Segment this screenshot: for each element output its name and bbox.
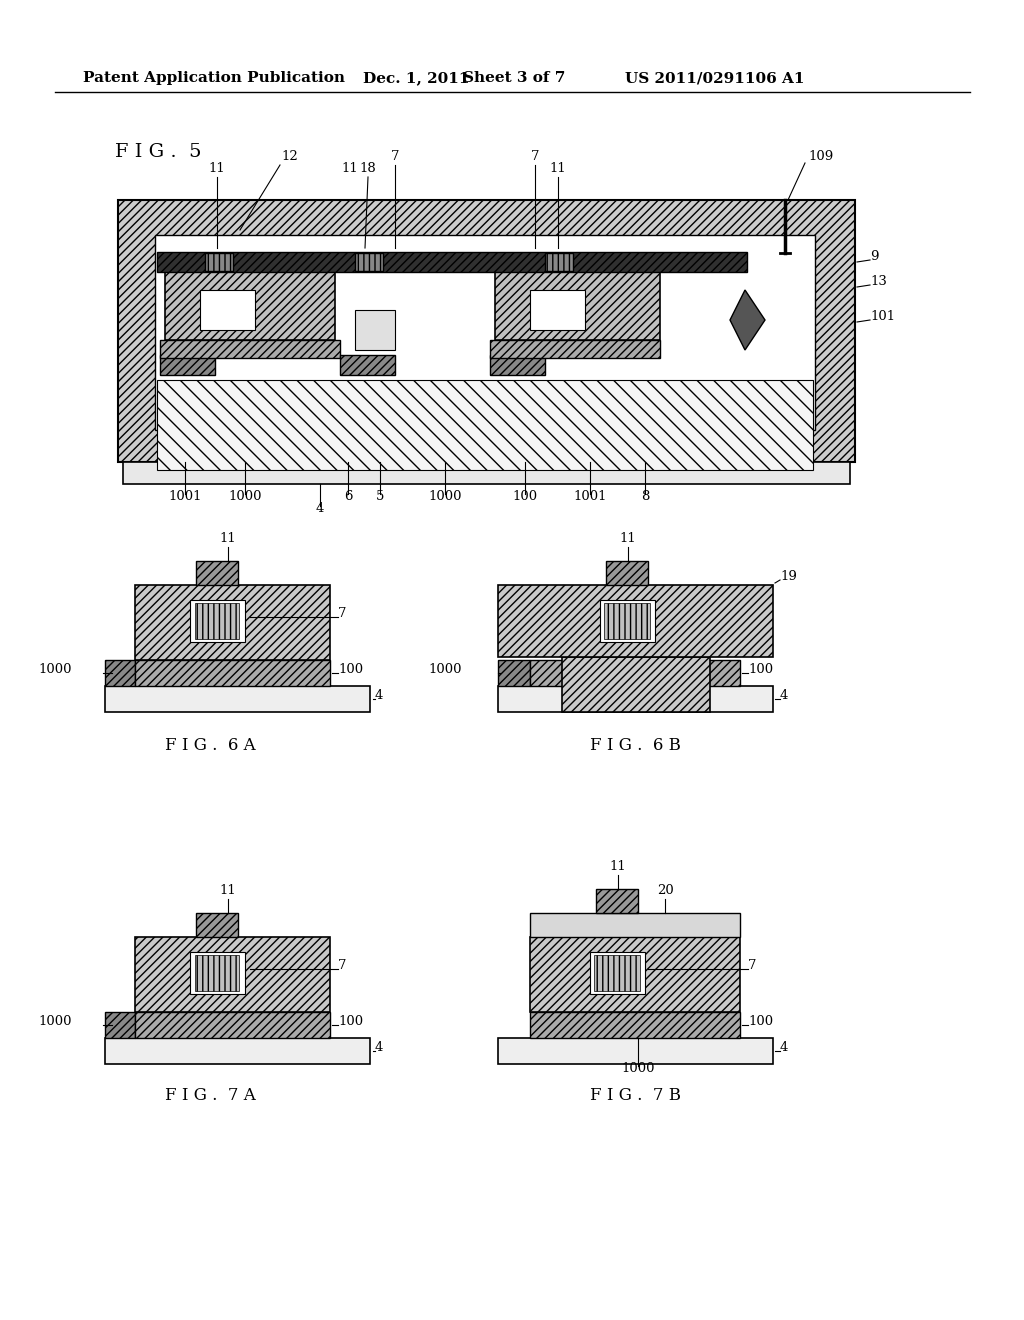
Bar <box>355 253 383 271</box>
Text: 100: 100 <box>338 1015 364 1028</box>
Text: 109: 109 <box>808 150 834 162</box>
Polygon shape <box>730 290 765 350</box>
Text: 7: 7 <box>391 150 399 162</box>
Bar <box>135 937 330 1012</box>
Bar <box>155 235 815 430</box>
Bar <box>490 341 660 358</box>
Bar <box>157 252 746 272</box>
Bar <box>498 585 773 657</box>
Text: 100: 100 <box>748 1015 773 1028</box>
Bar <box>123 462 850 484</box>
Text: 18: 18 <box>359 162 377 176</box>
Bar <box>604 603 650 639</box>
Text: 12: 12 <box>282 150 298 162</box>
Text: 13: 13 <box>870 275 887 288</box>
Bar <box>498 686 773 711</box>
Bar <box>530 1012 740 1038</box>
Text: 100: 100 <box>748 663 773 676</box>
Text: 1000: 1000 <box>39 663 72 676</box>
Text: Patent Application Publication: Patent Application Publication <box>83 71 345 84</box>
Bar <box>118 201 855 462</box>
Text: Sheet 3 of 7: Sheet 3 of 7 <box>463 71 565 84</box>
Text: 4: 4 <box>315 502 325 515</box>
Bar <box>157 380 813 470</box>
Text: 1001: 1001 <box>573 490 607 503</box>
Bar <box>590 952 645 994</box>
Text: 100: 100 <box>338 663 364 676</box>
Bar <box>196 561 238 585</box>
Text: 11: 11 <box>342 162 358 176</box>
Text: 7: 7 <box>748 960 757 972</box>
Text: 1000: 1000 <box>428 663 462 676</box>
Bar <box>105 660 135 686</box>
Text: 7: 7 <box>338 607 346 620</box>
Text: 11: 11 <box>219 884 237 898</box>
Text: F I G .  7 A: F I G . 7 A <box>165 1086 255 1104</box>
Text: Dec. 1, 2011: Dec. 1, 2011 <box>362 71 469 84</box>
Text: F I G .  5: F I G . 5 <box>115 143 202 161</box>
Text: 1000: 1000 <box>428 490 462 503</box>
Text: 5: 5 <box>376 490 384 503</box>
Text: 4: 4 <box>780 1041 788 1053</box>
Bar <box>190 601 245 642</box>
Bar <box>135 1012 330 1038</box>
Text: 11: 11 <box>209 162 225 176</box>
Bar <box>196 913 238 937</box>
Bar <box>562 657 710 711</box>
Text: 20: 20 <box>656 884 674 898</box>
Text: 11: 11 <box>219 532 237 545</box>
Text: 8: 8 <box>641 490 649 503</box>
Text: 1000: 1000 <box>622 1063 654 1074</box>
Bar <box>340 355 395 375</box>
Text: 101: 101 <box>870 310 895 323</box>
Text: 4: 4 <box>375 689 383 702</box>
Bar <box>530 937 740 1012</box>
Bar <box>498 660 530 686</box>
Text: 7: 7 <box>338 960 346 972</box>
Text: 11: 11 <box>609 861 627 873</box>
Text: F I G .  7 B: F I G . 7 B <box>590 1086 681 1104</box>
Bar <box>200 290 255 330</box>
Bar <box>600 601 655 642</box>
Text: 19: 19 <box>780 570 797 583</box>
Bar <box>160 341 340 358</box>
Bar <box>606 561 648 585</box>
Bar <box>105 1012 135 1038</box>
Bar <box>530 290 585 330</box>
Text: 6: 6 <box>344 490 352 503</box>
Bar <box>165 271 335 341</box>
Bar <box>195 954 239 991</box>
Bar <box>495 271 660 341</box>
Bar <box>190 952 245 994</box>
Text: 4: 4 <box>375 1041 383 1053</box>
Text: 11: 11 <box>550 162 566 176</box>
Bar <box>105 1038 370 1064</box>
Bar <box>160 355 215 375</box>
Text: 7: 7 <box>530 150 540 162</box>
Bar <box>594 954 640 991</box>
Bar <box>135 660 330 686</box>
Bar <box>498 1038 773 1064</box>
Bar <box>105 686 370 711</box>
Text: 1000: 1000 <box>228 490 262 503</box>
Text: 11: 11 <box>620 532 636 545</box>
Bar <box>545 253 573 271</box>
Text: F I G .  6 A: F I G . 6 A <box>165 737 255 754</box>
Bar <box>530 660 740 686</box>
Text: 100: 100 <box>512 490 538 503</box>
Bar <box>205 253 233 271</box>
Bar <box>195 603 239 639</box>
Text: 4: 4 <box>780 689 788 702</box>
Bar <box>596 888 638 913</box>
Bar <box>355 310 395 350</box>
Bar <box>530 913 740 937</box>
Bar <box>490 355 545 375</box>
Text: 1000: 1000 <box>39 1015 72 1028</box>
Text: 1001: 1001 <box>168 490 202 503</box>
Text: US 2011/0291106 A1: US 2011/0291106 A1 <box>625 71 805 84</box>
Bar <box>135 585 330 660</box>
Text: F I G .  6 B: F I G . 6 B <box>590 737 680 754</box>
Text: 9: 9 <box>870 249 879 263</box>
